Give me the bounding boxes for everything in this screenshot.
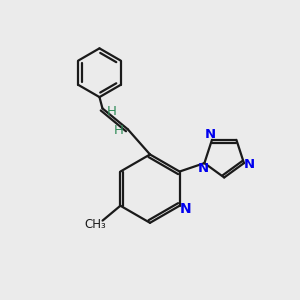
Text: N: N [198, 162, 209, 175]
Text: N: N [205, 128, 216, 141]
Text: H: H [107, 106, 117, 118]
Text: H: H [114, 124, 124, 137]
Text: N: N [244, 158, 255, 171]
Text: CH₃: CH₃ [84, 218, 106, 231]
Text: N: N [180, 202, 191, 216]
